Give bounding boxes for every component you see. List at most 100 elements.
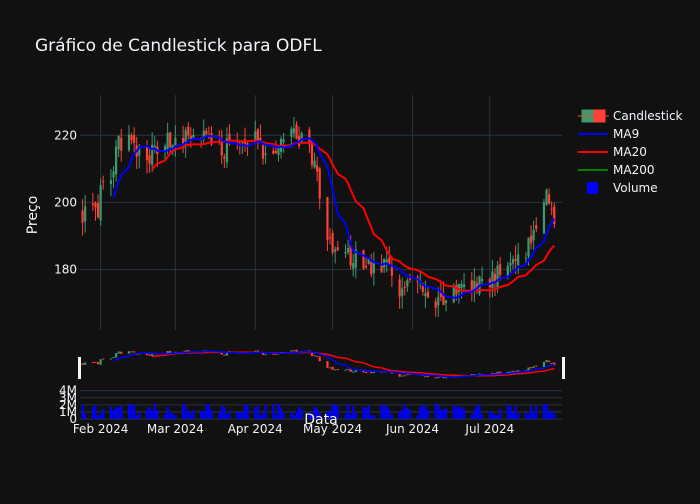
candlestick[interactable] bbox=[470, 272, 473, 302]
candlestick[interactable] bbox=[259, 124, 262, 143]
slider-right-handle[interactable] bbox=[562, 357, 565, 379]
candlestick[interactable] bbox=[99, 178, 102, 226]
candlestick[interactable] bbox=[344, 244, 347, 259]
candlestick[interactable] bbox=[517, 242, 520, 275]
candlestick[interactable] bbox=[372, 252, 375, 286]
candlestick[interactable] bbox=[535, 217, 538, 233]
candlestick[interactable] bbox=[102, 175, 105, 190]
candlestick[interactable] bbox=[256, 128, 259, 150]
candlestick[interactable] bbox=[295, 121, 298, 140]
candlestick[interactable] bbox=[264, 142, 267, 164]
candle-body bbox=[96, 203, 100, 218]
candlestick[interactable] bbox=[509, 252, 512, 275]
candlestick[interactable] bbox=[532, 220, 535, 250]
volume-bar bbox=[174, 415, 177, 419]
candlestick[interactable] bbox=[362, 249, 365, 271]
candlestick[interactable] bbox=[491, 259, 494, 298]
candlestick[interactable] bbox=[318, 166, 321, 210]
candlestick[interactable] bbox=[354, 241, 357, 279]
candlestick[interactable] bbox=[220, 129, 223, 165]
candle-body bbox=[372, 263, 375, 274]
candlestick[interactable] bbox=[542, 198, 546, 235]
candlestick[interactable] bbox=[426, 286, 430, 299]
candlestick[interactable] bbox=[109, 169, 113, 197]
candlestick[interactable] bbox=[437, 287, 440, 317]
candlestick[interactable] bbox=[398, 274, 401, 309]
candlestick[interactable] bbox=[130, 132, 133, 145]
candlestick[interactable] bbox=[457, 283, 460, 304]
candlestick[interactable] bbox=[300, 131, 303, 143]
range-slider[interactable] bbox=[78, 349, 565, 379]
candlestick[interactable] bbox=[352, 253, 355, 277]
candlestick[interactable] bbox=[272, 147, 275, 155]
candlestick[interactable] bbox=[81, 199, 84, 236]
candlestick[interactable] bbox=[499, 257, 502, 281]
candlestick[interactable] bbox=[553, 202, 556, 229]
candlestick[interactable] bbox=[120, 128, 123, 162]
candlestick[interactable] bbox=[334, 246, 337, 264]
candlestick[interactable] bbox=[292, 116, 296, 138]
volume-bar bbox=[532, 412, 535, 419]
candlestick[interactable] bbox=[282, 132, 285, 153]
candlestick[interactable] bbox=[406, 277, 409, 292]
candlestick[interactable] bbox=[308, 126, 311, 154]
candlestick[interactable] bbox=[336, 240, 339, 251]
candlestick[interactable] bbox=[408, 273, 412, 283]
candlestick[interactable] bbox=[390, 255, 393, 287]
candlestick[interactable] bbox=[462, 273, 466, 290]
candlestick[interactable] bbox=[424, 280, 427, 308]
slider-candle bbox=[290, 350, 293, 352]
legend[interactable]: Candlestick MA9 MA20 MA200 Volume bbox=[578, 109, 683, 195]
candlestick[interactable] bbox=[277, 146, 280, 162]
legend-item[interactable]: MA20 bbox=[578, 145, 647, 159]
candlestick[interactable] bbox=[91, 192, 94, 211]
candlestick[interactable] bbox=[127, 125, 131, 153]
candlestick[interactable] bbox=[174, 125, 177, 157]
candlestick[interactable] bbox=[133, 127, 136, 155]
candlestick[interactable] bbox=[96, 194, 100, 219]
candlestick[interactable] bbox=[114, 139, 118, 182]
legend-item[interactable]: MA9 bbox=[578, 127, 639, 141]
candlestick[interactable] bbox=[187, 122, 190, 140]
candlestick[interactable] bbox=[316, 156, 319, 182]
candlestick[interactable] bbox=[326, 196, 329, 252]
candlestick[interactable] bbox=[94, 201, 97, 221]
candlestick[interactable] bbox=[524, 251, 528, 264]
candlestick[interactable] bbox=[313, 152, 316, 169]
candlestick[interactable] bbox=[403, 281, 406, 296]
candlestick[interactable] bbox=[545, 188, 548, 207]
candlestick[interactable] bbox=[548, 188, 551, 205]
candlestick[interactable] bbox=[112, 166, 115, 189]
candlestick[interactable] bbox=[117, 134, 120, 158]
candlestick[interactable] bbox=[84, 194, 87, 233]
candlestick[interactable] bbox=[346, 239, 350, 255]
candlestick[interactable] bbox=[192, 128, 195, 140]
slider-candle bbox=[96, 362, 100, 365]
slider-left-handle[interactable] bbox=[78, 357, 81, 379]
candlestick[interactable] bbox=[331, 230, 334, 256]
candlestick[interactable] bbox=[153, 135, 156, 154]
candlestick[interactable] bbox=[246, 142, 249, 157]
candlestick[interactable] bbox=[550, 201, 553, 216]
legend-item[interactable]: Candlestick bbox=[578, 109, 683, 123]
candlestick[interactable] bbox=[434, 297, 437, 317]
candlestick[interactable] bbox=[370, 253, 373, 278]
candlestick[interactable] bbox=[444, 299, 448, 312]
candlestick[interactable] bbox=[328, 228, 332, 245]
candlestick[interactable] bbox=[151, 132, 154, 172]
candlestick[interactable] bbox=[529, 225, 533, 250]
candlestick[interactable] bbox=[401, 277, 404, 309]
candlestick[interactable] bbox=[481, 266, 484, 285]
candlestick[interactable] bbox=[202, 119, 205, 144]
candlestick[interactable] bbox=[225, 127, 229, 168]
legend-item[interactable]: MA200 bbox=[578, 163, 654, 177]
legend-item[interactable]: Volume bbox=[587, 181, 658, 195]
candlestick[interactable] bbox=[223, 153, 226, 169]
candlestick[interactable] bbox=[365, 257, 368, 269]
candlestick[interactable] bbox=[511, 255, 515, 270]
candlestick[interactable] bbox=[261, 144, 265, 165]
candlestick[interactable] bbox=[473, 268, 476, 303]
candlestick[interactable] bbox=[205, 128, 208, 136]
candlestick[interactable] bbox=[148, 147, 151, 173]
